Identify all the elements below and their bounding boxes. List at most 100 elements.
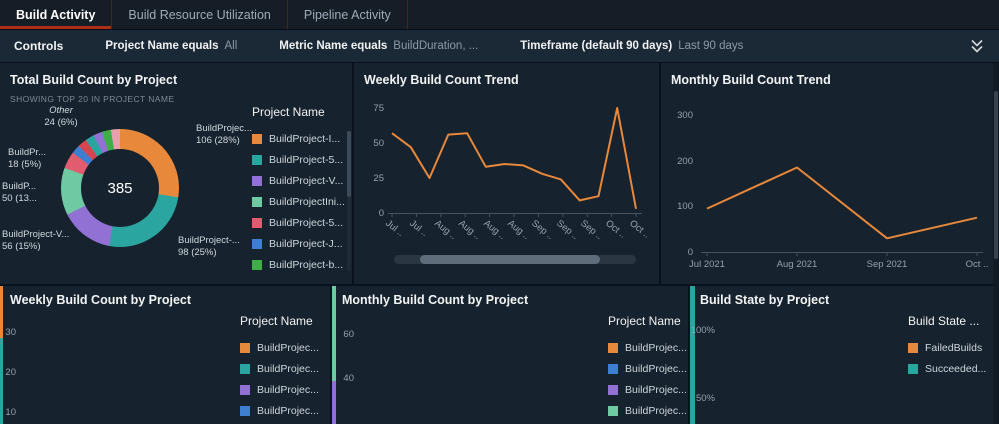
legend-label: BuildProject-b...: [269, 258, 344, 271]
scrollbar-thumb[interactable]: [420, 255, 600, 264]
x-axis-label: Oct ..: [965, 259, 989, 270]
legend-label: BuildProjectIni...: [269, 195, 345, 208]
legend-item[interactable]: FailedBuilds: [908, 337, 990, 358]
legend-label: BuildProjec...: [257, 362, 319, 375]
tab-build-resource-utilization[interactable]: Build Resource Utilization: [112, 0, 288, 29]
weekly-trend-line-chart[interactable]: [354, 63, 659, 284]
panel-monthly-build-count-by-project: Monthly Build Count by Project Project N…: [332, 286, 688, 424]
panel-title: Monthly Build Count Trend: [671, 73, 831, 87]
donut-callout: BuildProjec... 106 (28%): [196, 123, 252, 146]
y-axis-label: 100: [677, 201, 693, 213]
legend-item[interactable]: BuildProject-b...: [252, 254, 346, 275]
donut-callout: BuildProject-V... 56 (15%): [2, 229, 70, 252]
filter-metric-name[interactable]: Metric Name equals BuildDuration, ...: [279, 40, 478, 52]
double-chevron-down-icon: [971, 39, 983, 53]
filter-project-name[interactable]: Project Name equals All: [105, 40, 237, 52]
legend-item[interactable]: BuildProject-V...: [252, 170, 346, 191]
x-axis-label: Aug 2021: [776, 259, 818, 270]
filter-value: Last 90 days: [678, 40, 744, 52]
legend-swatch: [608, 384, 618, 395]
legend-item[interactable]: BuildProjec...: [240, 379, 326, 400]
legend-item[interactable]: BuildProject-I...: [252, 128, 346, 149]
legend-items: BuildProject-I... BuildProject-5... BuildP…: [252, 128, 346, 275]
legend-swatch: [608, 363, 618, 374]
legend-item[interactable]: BuildProjec...: [608, 400, 687, 421]
donut-hole: [81, 149, 159, 227]
legend-swatch: [252, 175, 262, 186]
y-axis-label: 10: [5, 407, 16, 418]
legend-item[interactable]: BuildProject-5...: [252, 149, 346, 170]
y-axis-label: 300: [677, 109, 693, 121]
filter-label: Timeframe (default 90 days): [520, 40, 673, 52]
donut-callout: BuildPr... 18 (5%): [8, 147, 47, 170]
filter-timeframe[interactable]: Timeframe (default 90 days) Last 90 days: [520, 40, 743, 52]
bar[interactable]: [0, 286, 3, 338]
legend-swatch: [608, 342, 618, 353]
legend-swatch: [240, 342, 250, 353]
tab-build-activity[interactable]: Build Activity: [0, 0, 113, 29]
succeeded-builds-bar[interactable]: [690, 286, 695, 380]
legend-items: FailedBuilds Succeeded...: [908, 337, 990, 379]
x-axis-label: Sep 2021: [866, 259, 908, 270]
collapse-controls-button[interactable]: [969, 39, 985, 53]
legend-item[interactable]: BuildProjec...: [240, 400, 326, 421]
tab-pipeline-activity[interactable]: Pipeline Activity: [288, 0, 408, 29]
donut-chart[interactable]: 385: [61, 129, 179, 247]
monthly-trend-line-chart[interactable]: [661, 63, 993, 284]
y-axis-label: 100%: [690, 325, 715, 336]
legend-item[interactable]: BuildProjec...: [240, 337, 326, 358]
legend-swatch: [252, 154, 262, 165]
legend-label: BuildProject-V...: [269, 174, 344, 187]
panel-total-build-count: Total Build Count by Project SHOWING TOP…: [0, 63, 352, 284]
y-axis-label: 0: [687, 247, 693, 258]
bar[interactable]: [0, 338, 3, 424]
legend-item[interactable]: Succeeded...: [908, 358, 990, 379]
legend-scrollbar[interactable]: [347, 131, 351, 271]
y-axis-label: 75: [373, 103, 384, 114]
tab-label: Pipeline Activity: [303, 7, 391, 22]
bar[interactable]: [332, 286, 336, 381]
legend-item[interactable]: BuildProjec...: [608, 358, 687, 379]
panel-title: Total Build Count by Project: [10, 73, 178, 87]
chart-horizontal-scrollbar[interactable]: [394, 255, 636, 264]
legend-swatch: [252, 259, 262, 270]
legend-item[interactable]: BuildProjec...: [608, 337, 687, 358]
y-axis-label: 60: [343, 329, 354, 340]
legend-project-name: Project Name BuildProjec... BuildProjec..…: [608, 314, 687, 421]
y-axis-label: 30: [5, 327, 16, 338]
legend-label: FailedBuilds: [925, 341, 983, 354]
y-axis-label: 50%: [695, 393, 715, 404]
donut-callout: BuildP... 50 (13...: [2, 181, 37, 204]
legend-item[interactable]: BuildProject-J...: [252, 233, 346, 254]
panel-title: Weekly Build Count Trend: [364, 73, 519, 87]
legend-title: Project Name: [608, 314, 681, 328]
bar[interactable]: [332, 380, 336, 424]
legend-project-name: Project Name BuildProjec... BuildProjec..…: [240, 314, 326, 421]
legend-build-state: Build State ... FailedBuilds Succeeded...: [908, 314, 990, 379]
x-axis-label: Jul 2021: [689, 259, 725, 270]
donut-total-value: 385: [107, 179, 133, 197]
legend-item[interactable]: BuildProject-5...: [252, 212, 346, 233]
legend-label: BuildProjec...: [257, 341, 319, 354]
scrollbar-thumb[interactable]: [994, 91, 998, 259]
legend-swatch: [252, 238, 262, 249]
page-vertical-scrollbar[interactable]: [993, 63, 999, 424]
legend-title: Build State ...: [908, 314, 980, 328]
panel-title: Monthly Build Count by Project: [342, 293, 529, 307]
legend-item[interactable]: BuildProjec...: [240, 358, 326, 379]
legend-item[interactable]: BuildProjec...: [608, 379, 687, 400]
panel-subtitle: SHOWING TOP 20 IN PROJECT NAME: [10, 94, 175, 104]
controls-bar: Controls Project Name equals All Metric …: [0, 30, 999, 63]
legend-scrollbar-thumb[interactable]: [347, 131, 351, 197]
legend-swatch: [240, 405, 250, 416]
legend-project-name: Project Name BuildProject-I... BuildProje…: [252, 105, 346, 275]
legend-label: BuildProjec...: [625, 362, 687, 375]
y-axis-label: 40: [343, 373, 354, 384]
legend-item[interactable]: BuildProjectIni...: [252, 191, 346, 212]
legend-swatch: [252, 196, 262, 207]
succeeded-builds-bar[interactable]: [690, 380, 695, 424]
legend-label: BuildProject-5...: [269, 216, 344, 229]
y-axis-label: 200: [677, 155, 693, 167]
tab-label: Build Activity: [16, 7, 96, 22]
panel-build-state-by-project: Build State by Project Build State ... F…: [690, 286, 993, 424]
